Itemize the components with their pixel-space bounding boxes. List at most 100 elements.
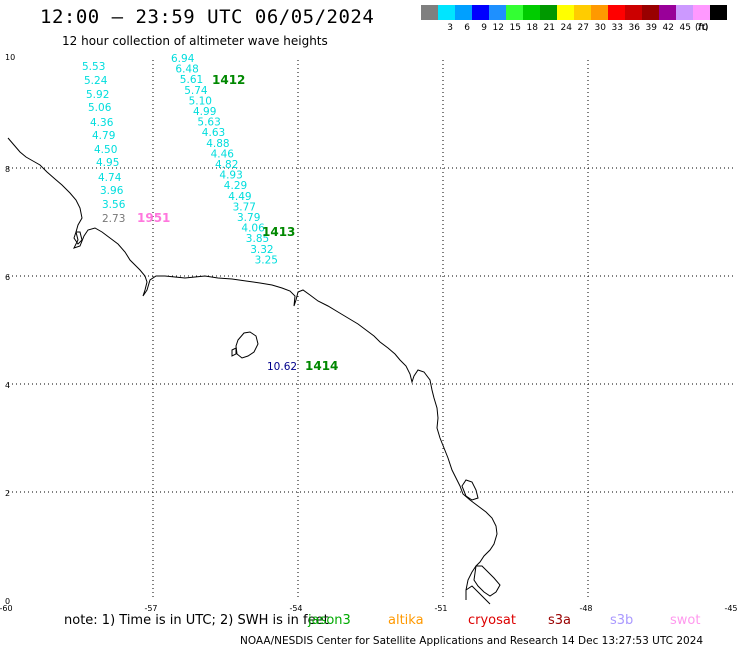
longitude-label: -60 <box>0 604 13 613</box>
legend-label: 3 <box>447 23 453 33</box>
satellite-s3b: s3b <box>610 613 634 628</box>
legend-label: 39 <box>645 23 657 33</box>
track-value: 5.74 <box>184 85 208 97</box>
track-value: 4.46 <box>211 148 235 160</box>
track-value: 4.95 <box>96 157 119 169</box>
satellite-jason3: jason3 <box>308 613 351 628</box>
latitude-label: 10 <box>5 53 15 62</box>
track-value: 4.49 <box>228 191 251 203</box>
track-value: 4.50 <box>94 144 117 156</box>
track-value: 10.62 <box>267 361 297 373</box>
legend-swatch <box>574 5 591 20</box>
graticule <box>8 60 735 600</box>
legend-swatch <box>523 5 540 20</box>
legend-swatch <box>642 5 659 20</box>
track-value: 5.53 <box>82 61 105 73</box>
legend-swatch <box>540 5 557 20</box>
legend-label: 24 <box>560 23 572 33</box>
coastline <box>7 137 501 605</box>
legend-label: 36 <box>628 23 640 33</box>
legend-swatch <box>421 5 438 20</box>
coastline-south-bays <box>473 565 501 597</box>
legend-label: 45 <box>679 23 691 33</box>
legend-swatch <box>608 5 625 20</box>
legend-swatch <box>438 5 455 20</box>
legend-swatch <box>676 5 693 20</box>
legend-swatch <box>557 5 574 20</box>
latitude-label: 4 <box>5 381 10 390</box>
track-value: 4.99 <box>193 106 216 118</box>
track-value: 5.10 <box>189 95 212 107</box>
legend-unit: (ft) <box>695 23 709 33</box>
satellite-altika: altika <box>388 613 424 628</box>
legend-label: 9 <box>481 23 487 33</box>
legend-swatch <box>506 5 523 20</box>
coastline-cove <box>461 479 479 501</box>
pass-id: 1951 <box>137 211 170 225</box>
track-value: 4.06 <box>241 223 265 235</box>
legend-label: 21 <box>543 23 555 33</box>
track-value: 4.82 <box>215 159 238 171</box>
legend-label: 33 <box>611 23 623 33</box>
legend-label: 15 <box>509 23 521 33</box>
pass-id: 1413 <box>262 225 295 239</box>
legend-label: 42 <box>662 23 674 33</box>
track-value: 4.79 <box>92 130 115 142</box>
latitude-label: 2 <box>5 489 10 498</box>
track-value-gray: 2.73 <box>102 213 125 225</box>
track-value: 4.29 <box>224 180 247 192</box>
longitude-labels: -60 -57 -54 -51 -48 -45 <box>0 604 738 613</box>
track-value: 3.96 <box>100 185 124 197</box>
track-value: 5.24 <box>84 75 108 87</box>
pass-id: 1412 <box>212 73 245 87</box>
altimeter-tracks: 5.53 5.24 5.925.06 4.364.79 4.504.95 4.743.96… <box>82 53 338 373</box>
legend-swatch <box>591 5 608 20</box>
legend-swatch <box>710 5 727 20</box>
latitude-label: 0 <box>5 597 10 606</box>
track-value: 4.88 <box>206 138 229 150</box>
track-value: 5.63 <box>197 117 220 129</box>
latitude-labels: 10 8 6 4 2 0 <box>5 53 15 606</box>
legend-swatch <box>472 5 489 20</box>
longitude-label: -54 <box>289 604 302 613</box>
track-value: 3.56 <box>102 199 126 211</box>
legend-label: 6 <box>464 23 470 33</box>
track-value: 3.85 <box>246 233 269 245</box>
legend-swatch <box>659 5 676 20</box>
coastline-delta <box>465 585 491 605</box>
legend-label: 70 <box>696 23 708 33</box>
track-value: 6.48 <box>175 64 198 76</box>
legend-swatch <box>693 5 710 20</box>
footer-credit: NOAA/NESDIS Center for Satellite Applica… <box>240 635 704 647</box>
track-value: 3.79 <box>237 212 260 224</box>
legend-swatch <box>625 5 642 20</box>
legend-label: 30 <box>594 23 606 33</box>
track-value: 4.36 <box>90 117 114 129</box>
legend-swatch <box>455 5 472 20</box>
longitude-label: -51 <box>434 604 447 613</box>
track-value: 6.94 <box>171 53 195 65</box>
satellite-swot: swot <box>670 613 701 628</box>
track-value: 3.25 <box>255 254 278 266</box>
map-subtitle: 12 hour collection of altimeter wave hei… <box>62 34 328 48</box>
legend-swatch <box>489 5 506 20</box>
track-value: 5.61 <box>180 74 203 86</box>
coastline-islet <box>231 347 237 357</box>
track-value: 5.06 <box>88 102 112 114</box>
track-value: 3.77 <box>233 201 256 213</box>
legend-label: 12 <box>492 23 504 33</box>
latitude-label: 6 <box>5 273 10 282</box>
satellite-s3a: s3a <box>548 613 572 628</box>
longitude-label: -48 <box>579 604 592 613</box>
coastline-island <box>235 331 259 359</box>
satellite-cryosat: cryosat <box>468 613 516 628</box>
longitude-label: -45 <box>724 604 737 613</box>
coastline-estuary <box>73 231 83 245</box>
legend-label: 27 <box>577 23 589 33</box>
pass-id: 1414 <box>305 359 338 373</box>
track-value: 5.92 <box>86 89 109 101</box>
track-value: 4.93 <box>219 170 242 182</box>
note-text: note: 1) Time is in UTC; 2) SWH is in fe… <box>64 613 329 628</box>
map-title: 12:00 – 23:59 UTC 06/05/2024 <box>40 6 375 28</box>
